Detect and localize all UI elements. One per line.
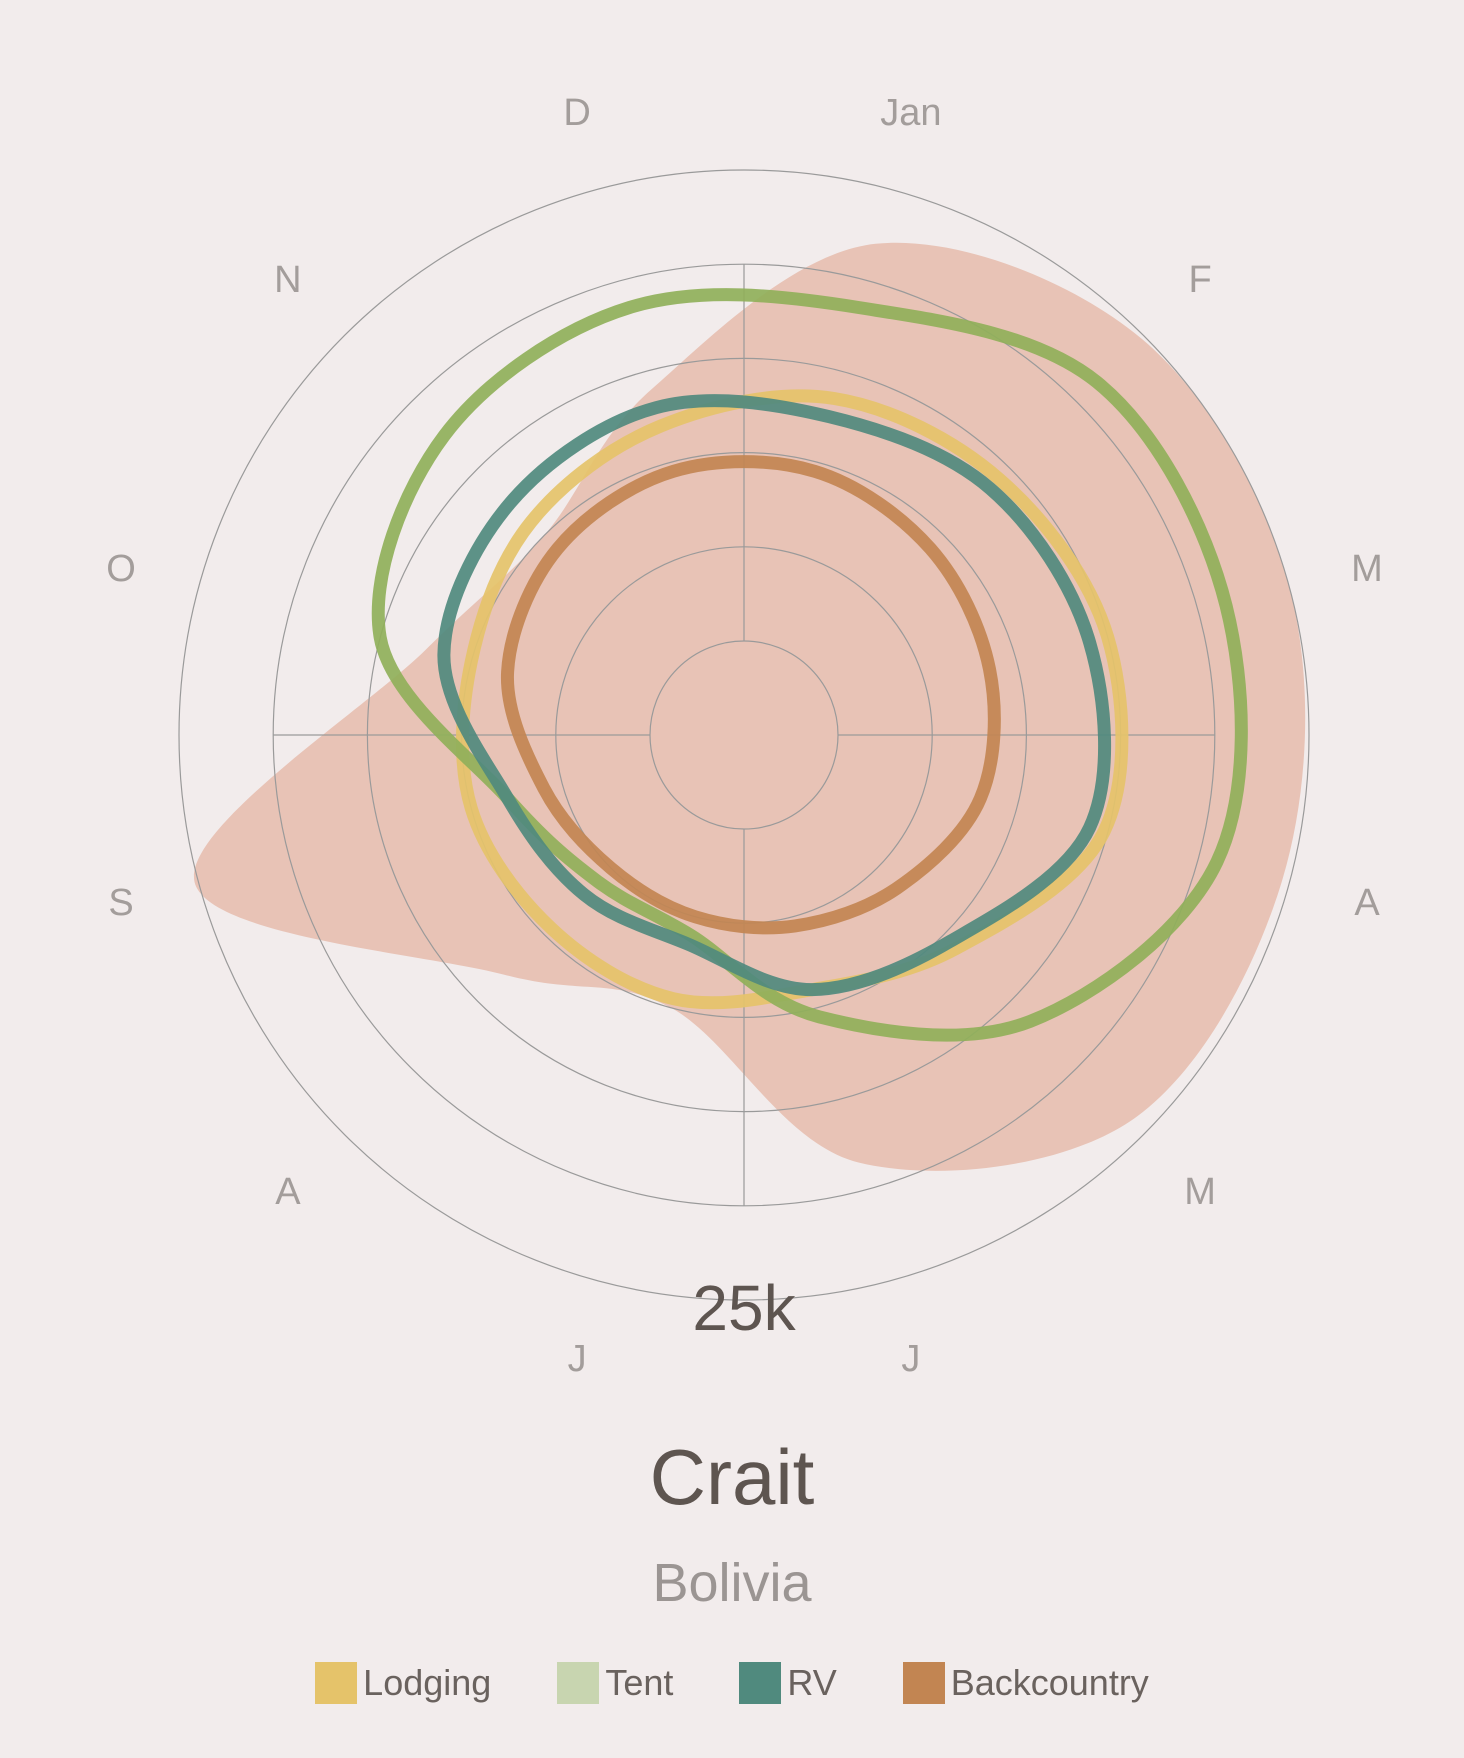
total-area-shape	[193, 242, 1306, 1171]
month-label-1: F	[1188, 259, 1211, 301]
legend: Lodging Tent RV Backcountry	[0, 1662, 1464, 1704]
series-rv	[437, 394, 1112, 997]
legend-label-tent: Tent	[605, 1662, 674, 1703]
chart-subtitle: Bolivia	[652, 1553, 812, 1613]
legend-swatch-lodging	[315, 1662, 358, 1704]
month-label-6: J	[568, 1338, 587, 1380]
legend-item-lodging: Lodging	[315, 1662, 491, 1704]
total-area	[193, 242, 1306, 1171]
month-label-9: O	[106, 548, 136, 590]
legend-label-rv: RV	[787, 1662, 837, 1703]
series-band-backcountry	[501, 455, 1001, 935]
month-label-4: M	[1184, 1171, 1216, 1213]
series-bands	[371, 288, 1248, 1042]
month-label-10: N	[274, 259, 301, 301]
month-label-3: A	[1354, 882, 1380, 924]
series-backcountry	[501, 455, 1001, 935]
month-label-0: Jan	[880, 92, 941, 134]
series-band-lodging	[455, 389, 1129, 1010]
legend-swatch-backcountry	[902, 1662, 945, 1704]
legend-swatch-rv	[739, 1662, 782, 1704]
month-labels: Jan F M A M J J A S O N D	[106, 92, 1383, 1380]
legend-item-rv: RV	[739, 1662, 837, 1704]
series-band-rv	[437, 394, 1112, 997]
series-lodging	[455, 389, 1129, 1010]
month-label-2: M	[1351, 548, 1383, 590]
month-label-5: J	[901, 1338, 920, 1380]
month-label-7: A	[275, 1171, 301, 1213]
legend-label-backcountry: Backcountry	[950, 1662, 1149, 1703]
month-label-11: D	[563, 92, 590, 134]
grid-ring-5	[178, 169, 1310, 1301]
legend-swatch-tent	[557, 1662, 600, 1704]
month-label-8: S	[108, 882, 133, 924]
grid	[178, 169, 1310, 1301]
legend-item-backcountry: Backcountry	[902, 1662, 1149, 1704]
chart-title: Crait	[649, 1433, 815, 1521]
legend-label-lodging: Lodging	[363, 1662, 492, 1703]
legend-item-tent: Tent	[557, 1662, 673, 1704]
scale-label: 25k	[692, 1272, 796, 1344]
